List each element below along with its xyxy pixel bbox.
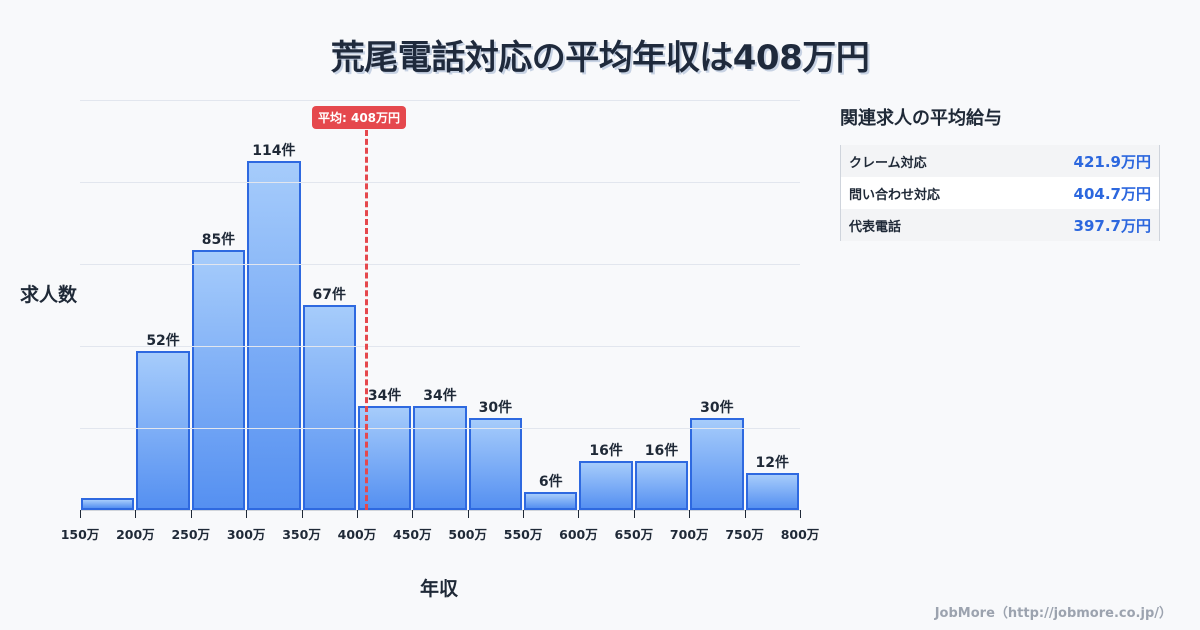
- x-tick-label: 350万: [282, 527, 321, 542]
- bar-value-label: 52件: [146, 332, 180, 349]
- related-salary-row: 代表電話 397.7万円: [841, 209, 1159, 241]
- gridline: [80, 428, 800, 429]
- bar-value-label: 114件: [252, 143, 296, 160]
- x-tick-label: 300万: [226, 527, 266, 542]
- histogram-bar: [634, 461, 689, 510]
- x-tick-label: 800万: [780, 527, 820, 542]
- x-tick: [633, 510, 635, 518]
- histogram-bar: [524, 491, 578, 510]
- x-axis-label: 年収: [420, 578, 459, 600]
- bar-value-label: 6件: [538, 473, 563, 490]
- bar-value-label: 34件: [423, 387, 457, 404]
- histogram-bar: [302, 305, 356, 510]
- related-salary-table: クレーム対応 421.9万円 問い合わせ対応 404.7万円 代表電話 397.…: [840, 145, 1160, 241]
- x-tick-label: 200万: [116, 527, 155, 542]
- histogram-chart: 52件 85件 114件 67件 34件 34件 30件 6件 16件 16件 30件 12件: [80, 100, 800, 511]
- x-tick: [689, 510, 691, 518]
- x-tick: [412, 510, 414, 518]
- x-tick-label: 400万: [337, 527, 377, 542]
- x-tick: [800, 510, 801, 518]
- x-tick: [467, 510, 469, 518]
- x-tick: [356, 510, 358, 518]
- x-tick-label: 750万: [725, 527, 764, 542]
- x-tick: [578, 510, 580, 518]
- job-salary: 397.7万円: [1073, 216, 1151, 235]
- job-name: 問い合わせ対応: [849, 187, 941, 203]
- related-salary-title: 関連求人の平均給与: [840, 108, 1002, 129]
- x-tick-label: 650万: [614, 527, 654, 542]
- x-tick: [301, 510, 303, 518]
- y-axis-label: 求人数: [20, 284, 78, 306]
- histogram-bar: [468, 418, 523, 510]
- bar-value-label: 85件: [201, 231, 236, 248]
- histogram-bar: [191, 249, 246, 510]
- related-salary-row: クレーム対応 421.9万円: [841, 145, 1159, 177]
- job-name: クレーム対応: [849, 155, 927, 171]
- histogram-bar: [413, 405, 467, 510]
- gridline: [80, 346, 800, 347]
- x-tick-label: 150万: [60, 527, 100, 542]
- job-salary: 421.9万円: [1073, 152, 1151, 171]
- job-salary: 404.7万円: [1073, 184, 1151, 203]
- x-tick: [744, 510, 746, 518]
- x-tick-label: 500万: [448, 527, 487, 542]
- footer-credit: JobMore（http://jobmore.co.jp/）: [934, 606, 1172, 621]
- x-tick-label: 450万: [393, 527, 432, 542]
- histogram-bar: [247, 161, 301, 510]
- x-tick-label: 250万: [171, 527, 211, 542]
- page-title: 荒尾電話対応の平均年収は408万円: [330, 38, 870, 78]
- bar-value-label: 30件: [700, 400, 734, 417]
- bar-value-label: 67件: [312, 287, 346, 303]
- histogram-bar: [81, 497, 135, 510]
- histogram-bar: [579, 461, 633, 510]
- bar-value-label: 12件: [755, 455, 790, 472]
- average-badge: 平均: 408万円: [312, 106, 407, 129]
- bar-value-label: 34件: [367, 387, 402, 404]
- gridline: [80, 264, 800, 265]
- x-tick-label: 700万: [669, 527, 709, 542]
- histogram-bar: [136, 350, 190, 510]
- x-tick-label: 550万: [503, 527, 543, 542]
- histogram-bar: [690, 418, 744, 510]
- gridline: [80, 182, 800, 183]
- job-name: 代表電話: [849, 219, 902, 235]
- x-tick: [80, 510, 81, 518]
- bar-value-label: 30件: [478, 400, 513, 417]
- average-line: [364, 130, 368, 510]
- x-tick: [523, 510, 525, 518]
- x-tick: [135, 510, 137, 518]
- related-salary-row: 問い合わせ対応 404.7万円: [841, 177, 1159, 209]
- bar-value-label: 16件: [589, 443, 623, 460]
- x-tick: [246, 510, 248, 518]
- gridline: [80, 100, 800, 101]
- bar-value-label: 16件: [644, 443, 679, 460]
- x-tick: [190, 510, 192, 518]
- x-tick-label: 600万: [559, 527, 598, 542]
- histogram-bar: [745, 473, 799, 510]
- x-axis-baseline: [80, 510, 800, 511]
